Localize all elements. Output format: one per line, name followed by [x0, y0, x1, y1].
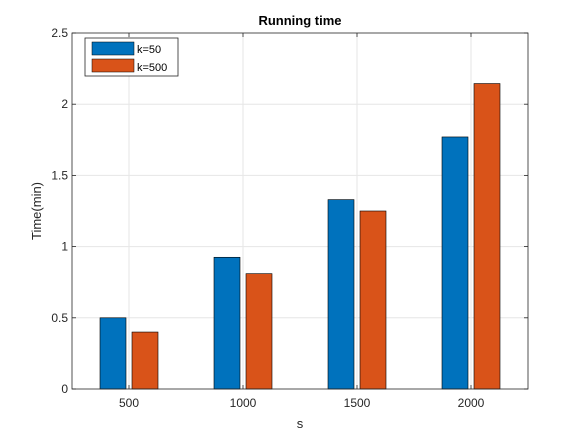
- legend-swatch-k50: [91, 41, 135, 56]
- y-tick-label: 0: [61, 382, 68, 396]
- y-tick-label: 1.5: [51, 168, 68, 182]
- y-axis-ticks: 0 0.5 1 1.5 2 2.5: [51, 26, 528, 396]
- y-tick-label: 1: [61, 240, 68, 254]
- bar-k500-2000: [473, 83, 501, 390]
- chart-title: Running time: [258, 13, 341, 28]
- x-tick-label: 1000: [230, 396, 257, 410]
- y-tick-label: 0.5: [51, 311, 68, 325]
- bar-k50-500: [99, 317, 127, 390]
- bar-k50-2000: [441, 136, 469, 390]
- x-tick-label: 500: [119, 396, 139, 410]
- bars: [99, 83, 501, 390]
- legend-swatch-k500: [91, 58, 135, 73]
- bar-k50-1500: [327, 199, 355, 390]
- bar-k50-1000: [213, 256, 241, 390]
- legend-label-k50: k=50: [137, 44, 161, 56]
- y-tick-label: 2.5: [51, 26, 68, 40]
- legend: k=50 k=500: [84, 37, 179, 77]
- grid-lines: [72, 33, 528, 389]
- bar-k500-1500: [359, 210, 387, 390]
- bar-k500-1000: [245, 273, 273, 390]
- legend-label-k500: k=500: [137, 62, 167, 74]
- y-tick-label: 2: [61, 97, 68, 111]
- x-axis-ticks: 500 1000 1500 2000: [119, 33, 485, 410]
- y-axis-label: Time(min): [29, 182, 44, 240]
- bar-k500-500: [131, 331, 159, 390]
- x-tick-label: 1500: [344, 396, 371, 410]
- x-tick-label: 2000: [458, 396, 485, 410]
- plot-frame: [71, 32, 529, 390]
- x-axis-label: s: [297, 416, 304, 431]
